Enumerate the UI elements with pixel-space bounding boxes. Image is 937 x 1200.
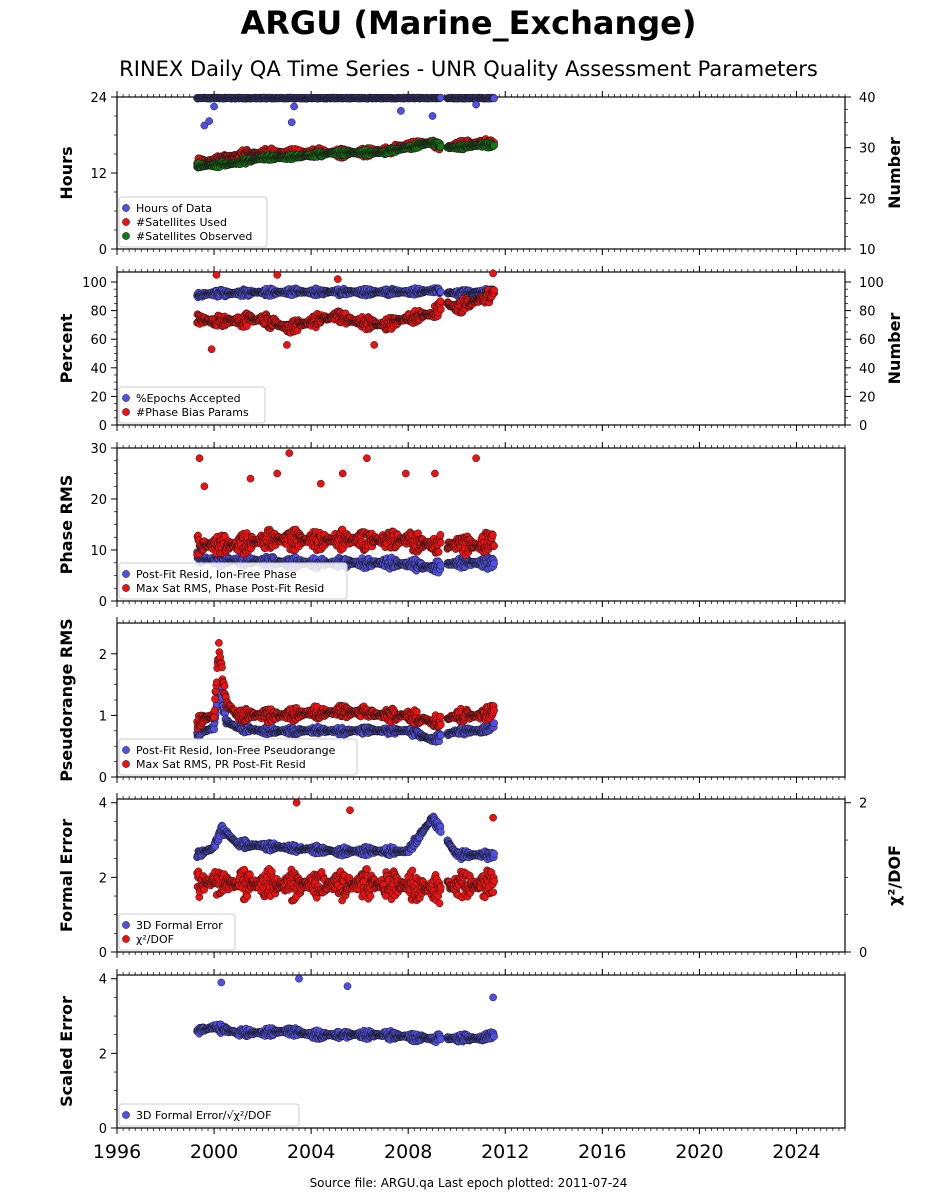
- series-blue: [193, 93, 498, 130]
- data-point: [490, 94, 498, 103]
- y-right-tick-label: 20: [859, 390, 876, 405]
- y-tick-label: 30: [90, 442, 107, 457]
- data-point: [436, 288, 445, 296]
- data-point: [436, 142, 445, 151]
- markers: [193, 93, 498, 172]
- data-point: [200, 121, 209, 130]
- data-point: [428, 112, 437, 120]
- data-point: [370, 341, 379, 349]
- series-red: [193, 449, 498, 559]
- legend-marker: [122, 232, 130, 240]
- panel-2: 0 20 40 60 80 100 0 20 40 60 80 100 Number Percent %Ep…: [57, 266, 904, 434]
- legend-label: #Satellites Observed: [136, 230, 252, 243]
- y-tick-label: 100: [82, 276, 107, 291]
- legend-marker: [122, 394, 130, 402]
- y-axis-label: Hours: [57, 146, 76, 199]
- data-point: [436, 305, 445, 314]
- y-right-tick-label: 20: [859, 192, 876, 207]
- legend-label: #Phase Bias Params: [136, 406, 249, 419]
- y-tick-label: 60: [90, 333, 107, 348]
- legend-label: #Satellites Used: [136, 216, 227, 229]
- y-right-tick-label: 60: [859, 333, 876, 348]
- data-point: [205, 117, 214, 125]
- legend-marker: [122, 218, 130, 226]
- data-point: [212, 271, 221, 279]
- figure-subtitle: RINEX Daily QA Time Series - UNR Quality…: [119, 57, 818, 81]
- data-point: [490, 141, 498, 150]
- data-point: [436, 93, 445, 102]
- y-tick-label: 40: [90, 362, 107, 377]
- y-right-tick-label: 10: [859, 243, 876, 258]
- y-tick-label: 0: [99, 595, 107, 610]
- y-tick-label: 80: [90, 305, 107, 320]
- legend-marker: [122, 408, 130, 416]
- data-point: [287, 118, 296, 127]
- y-axis-label: Phase RMS: [57, 475, 76, 575]
- y-axis-label-right: Number: [885, 137, 904, 209]
- y-right-tick-label: 40: [859, 362, 876, 377]
- legend-label: Hours of Data: [136, 202, 212, 215]
- y-tick-label: 12: [90, 167, 107, 182]
- y-axis-label-right: Number: [885, 313, 904, 385]
- markers: [193, 449, 498, 577]
- data-point: [472, 100, 480, 109]
- data-point: [489, 269, 497, 278]
- data-point: [273, 271, 282, 279]
- legend-marker: [122, 204, 130, 212]
- y-tick-label: 0: [99, 243, 107, 258]
- data-point: [397, 107, 405, 115]
- y-right-tick-label: 80: [859, 305, 876, 320]
- legend: %Epochs Accepted#Phase Bias Params: [118, 386, 266, 424]
- y-right-tick-label: 30: [859, 142, 876, 157]
- y-tick-label: 24: [90, 91, 107, 106]
- y-right-tick-label: 100: [859, 276, 884, 291]
- y-axis-label: Percent: [57, 313, 76, 383]
- legend-label: %Epochs Accepted: [136, 392, 241, 405]
- markers: [193, 269, 498, 354]
- data-point: [436, 561, 445, 570]
- data-point: [210, 102, 218, 111]
- data-point: [490, 559, 498, 568]
- y-right-tick-label: 40: [859, 91, 876, 106]
- y-right-tick-label: 0: [859, 419, 867, 434]
- data-point: [490, 286, 498, 295]
- series-blue: [193, 284, 498, 302]
- y-tick-label: 10: [90, 544, 107, 559]
- data-point: [207, 345, 216, 354]
- data-point: [436, 297, 445, 306]
- y-tick-label: 20: [90, 493, 107, 508]
- figure-title: ARGU (Marine_Exchange): [240, 4, 697, 42]
- series-green: [193, 137, 498, 172]
- data-point: [333, 275, 342, 283]
- y-tick-label: 20: [90, 390, 107, 405]
- y-tick-label: 0: [99, 419, 107, 434]
- data-point: [283, 341, 291, 349]
- series-red: [193, 269, 498, 354]
- legend: Hours of Data#Satellites Used#Satellites…: [118, 196, 268, 248]
- data-point: [290, 102, 298, 111]
